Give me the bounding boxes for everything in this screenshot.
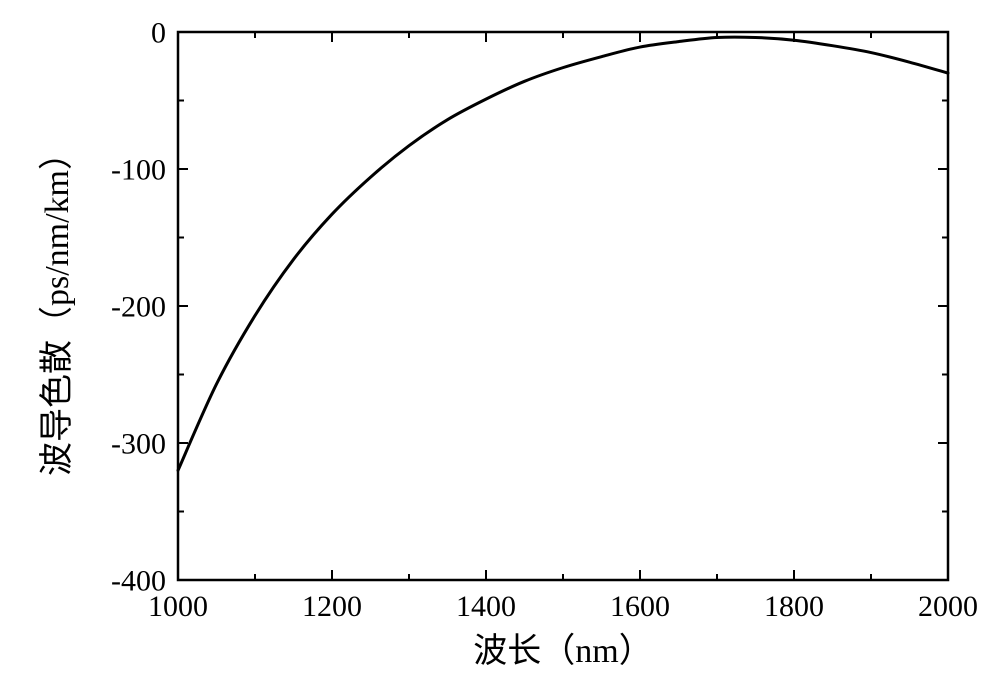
y-tick-label: -100 [111,154,166,187]
y-axis-label: 波导色散（ps/nm/km） [38,136,76,476]
x-tick-label: 2000 [918,590,978,623]
y-tick-label: 0 [151,17,166,50]
x-axis-label: 波长（nm） [473,632,652,670]
x-tick-label: 1800 [764,590,824,623]
y-tick-label: -200 [111,291,166,324]
x-tick-label: 1600 [610,590,670,623]
dispersion-chart: 100012001400160018002000-400-300-200-100… [0,0,1000,694]
x-tick-label: 1400 [456,590,516,623]
y-tick-label: -300 [111,428,166,461]
y-tick-label: -400 [111,565,166,598]
x-tick-label: 1200 [302,590,362,623]
chart-container: 100012001400160018002000-400-300-200-100… [0,0,1000,694]
